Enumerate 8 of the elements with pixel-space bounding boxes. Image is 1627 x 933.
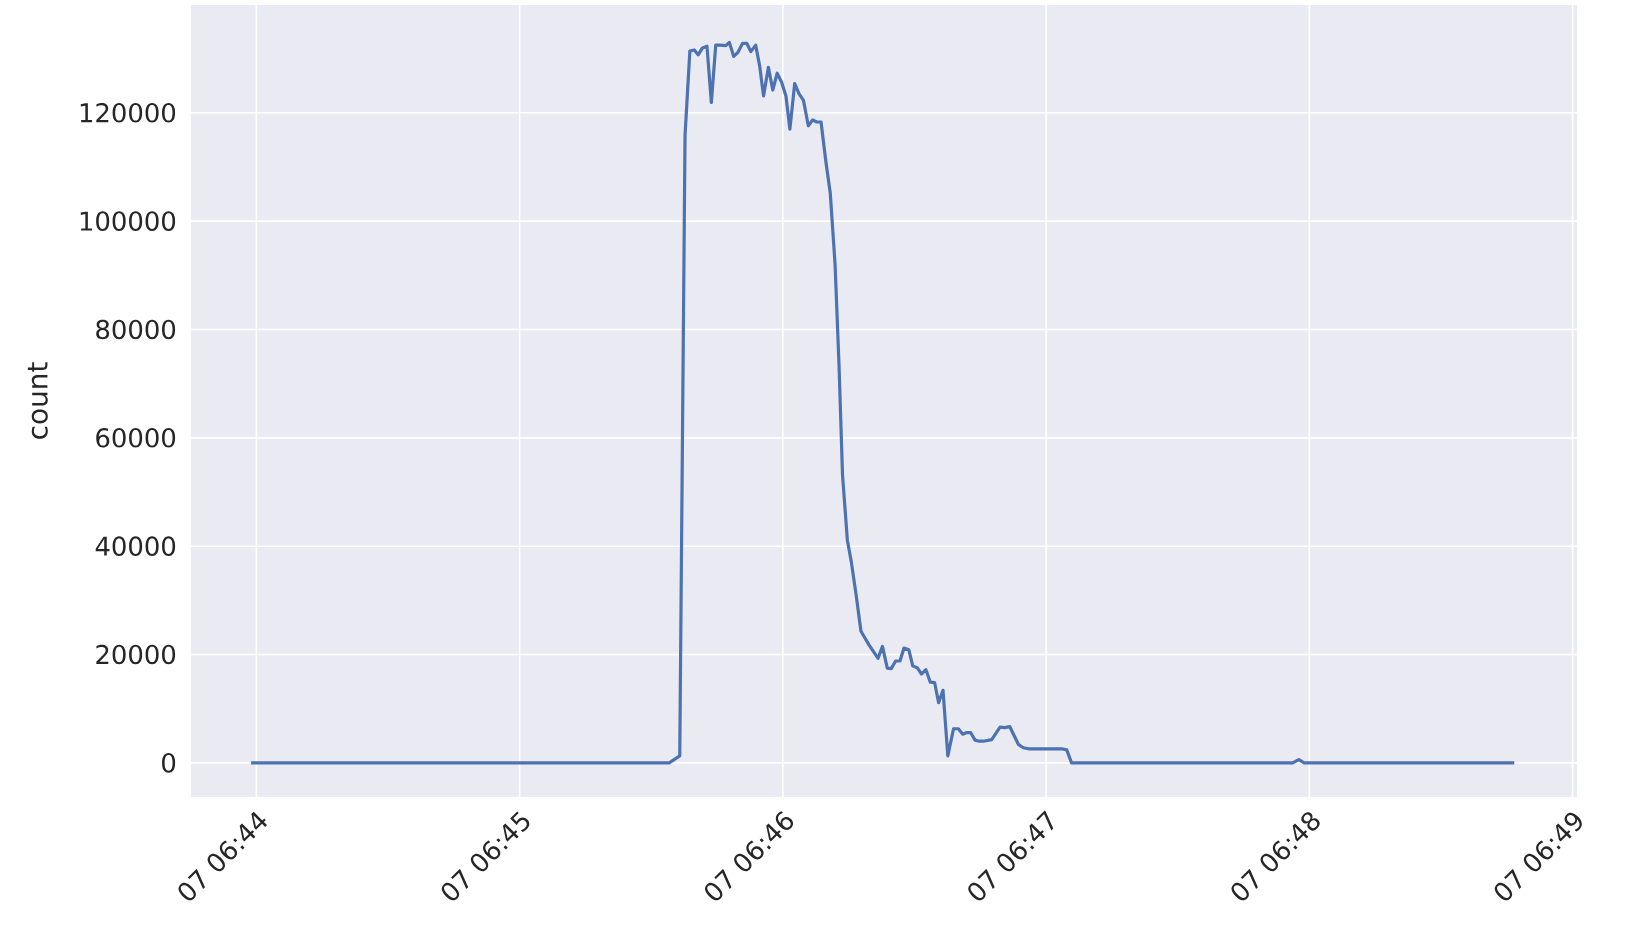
y-tick-label: 100000 <box>80 211 176 231</box>
y-tick-label: 0 <box>162 753 176 773</box>
y-tick-label: 40000 <box>95 536 176 556</box>
y-tick-label: 20000 <box>96 644 176 665</box>
y-axis-title: count <box>27 362 48 439</box>
y-tick-label: 60000 <box>96 428 176 448</box>
y-tick-label: 120000 <box>80 102 176 123</box>
y-tick-label: 80000 <box>96 319 176 340</box>
